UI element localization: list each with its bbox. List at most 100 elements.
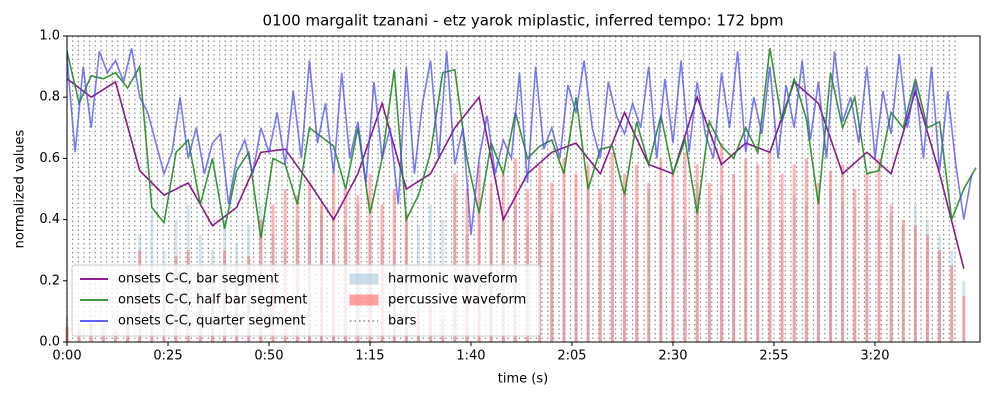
waveform-segment: [938, 234, 942, 342]
waveform-segment: [707, 204, 711, 342]
waveform-segment: [901, 225, 905, 342]
waveform-segment: [586, 164, 590, 342]
x-tick-label: 2:30: [658, 349, 687, 364]
waveform-segment: [477, 164, 481, 342]
waveform-segment: [756, 164, 760, 342]
legend-label: percussive waveform: [388, 293, 526, 308]
x-tick-label: 0:00: [52, 349, 81, 364]
chart-title: 0100 margalit tzanani - etz yarok miplas…: [263, 12, 784, 30]
waveform-segment: [719, 143, 723, 342]
legend: onsets C-C, bar segment onsets C-C, half …: [71, 264, 541, 337]
legend-swatch: [349, 294, 379, 306]
waveform-segment: [695, 164, 699, 342]
waveform-segment: [841, 164, 845, 342]
waveform-segment: [829, 170, 833, 342]
waveform-segment: [744, 158, 748, 342]
legend-label: onsets C-C, half bar segment: [118, 293, 307, 308]
waveform-segment: [829, 189, 833, 342]
waveform-segment: [538, 164, 542, 342]
waveform-segment: [768, 152, 772, 342]
waveform-segment: [950, 250, 954, 342]
waveform-segment: [622, 195, 626, 342]
waveform-segment: [501, 173, 505, 342]
x-tick-label: 2:55: [759, 349, 788, 364]
waveform-segment: [768, 201, 772, 342]
waveform-segment: [562, 158, 566, 342]
waveform-segment: [865, 173, 869, 342]
legend-label: onsets C-C, quarter segment: [118, 314, 305, 329]
x-tick-label: 0:25: [153, 349, 182, 364]
waveform-segment: [513, 158, 517, 342]
waveform-segment: [635, 164, 639, 342]
y-tick-label: 0.8: [39, 90, 60, 105]
waveform-segment: [550, 182, 554, 342]
legend-label: onsets C-C, bar segment: [118, 272, 279, 287]
waveform-segment: [877, 219, 881, 342]
waveform-segment: [841, 201, 845, 342]
waveform-segment: [744, 189, 748, 342]
waveform-segment: [598, 189, 602, 342]
y-tick-label: 0.2: [39, 273, 60, 288]
series-line: [66, 48, 973, 235]
y-tick-label: 0.0: [39, 335, 60, 350]
waveform-segment: [671, 201, 675, 342]
legend-label: harmonic waveform: [388, 272, 518, 287]
legend-swatch: [349, 273, 379, 285]
waveform-segment: [598, 204, 602, 342]
waveform-segment: [816, 213, 820, 342]
waveform-segment: [925, 219, 929, 342]
waveform-segment: [816, 182, 820, 342]
waveform-segment: [647, 189, 651, 342]
y-tick-label: 0.6: [39, 151, 60, 166]
waveform-segment: [925, 234, 929, 342]
waveform-segment: [671, 173, 675, 342]
waveform-segment: [489, 182, 493, 342]
waveform-segment: [889, 213, 893, 342]
waveform-segment: [780, 219, 784, 342]
legend-box: [71, 264, 541, 337]
waveform-segment: [732, 213, 736, 342]
legend-label: bars: [388, 314, 417, 329]
x-tick-label: 1:40: [456, 349, 485, 364]
y-axis-label: normalized values: [13, 129, 28, 248]
waveform-segment: [659, 207, 663, 342]
waveform-segment: [732, 173, 736, 342]
waveform-segment: [368, 173, 372, 342]
waveform-segment: [332, 173, 336, 342]
waveform-segment: [913, 204, 917, 342]
waveform-segment: [562, 201, 566, 342]
waveform-segment: [550, 213, 554, 342]
series-line: [66, 78, 965, 269]
waveform-segment: [780, 173, 784, 342]
waveform-segment: [889, 204, 893, 342]
waveform-segment: [950, 265, 954, 342]
waveform-segment: [962, 296, 966, 342]
waveform-segment: [659, 158, 663, 342]
waveform-segment: [610, 219, 614, 342]
waveform-segment: [913, 225, 917, 342]
waveform-segment: [453, 173, 457, 342]
waveform-segment: [574, 173, 578, 342]
waveform-segment: [853, 189, 857, 342]
waveform-segment: [877, 158, 881, 342]
waveform-segment: [635, 213, 639, 342]
plot-area: [65, 36, 977, 342]
x-tick-label: 2:05: [557, 349, 586, 364]
waveform-segment: [719, 195, 723, 342]
waveform-segment: [586, 182, 590, 342]
waveform-segment: [938, 250, 942, 342]
waveform-segment: [647, 182, 651, 342]
waveform-segment: [901, 219, 905, 342]
axes-frame: [66, 35, 981, 343]
x-tick-label: 3:20: [860, 349, 889, 364]
waveform-segment: [307, 182, 311, 342]
waveform-segment: [865, 195, 869, 342]
waveform-segment: [804, 158, 808, 342]
waveform-segment: [695, 182, 699, 342]
waveform-segment: [756, 207, 760, 342]
x-axis-label: time (s): [498, 372, 548, 387]
y-tick-label: 1.0: [39, 29, 60, 44]
waveform-segment: [792, 195, 796, 342]
waveform-segment: [610, 152, 614, 342]
